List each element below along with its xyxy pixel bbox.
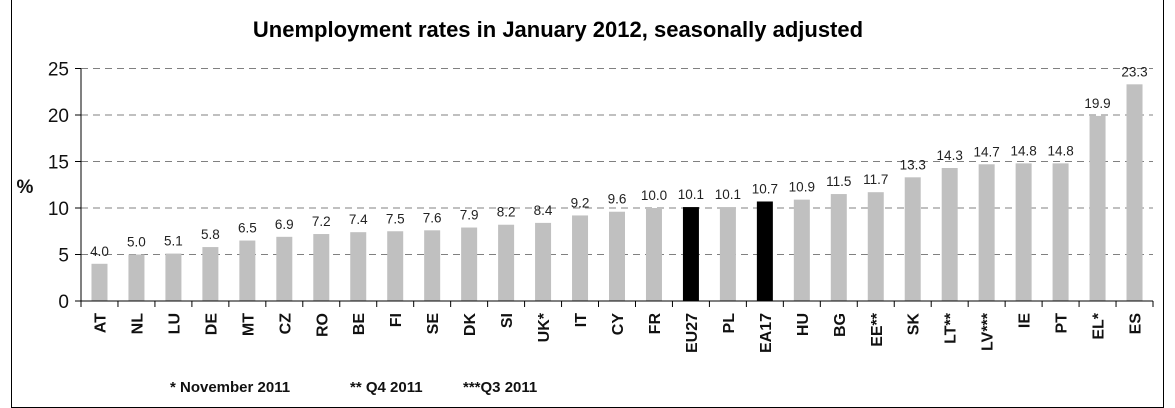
category-label: SK	[906, 313, 923, 336]
value-label: 14.8	[1010, 143, 1036, 158]
bar-ie	[1015, 163, 1032, 301]
value-label: 5.0	[127, 235, 146, 250]
value-label: 7.9	[460, 208, 479, 223]
category-label: RO	[314, 313, 331, 337]
bar-mt	[239, 240, 256, 301]
category-label: EL*	[1091, 312, 1108, 339]
bar-lt	[941, 168, 958, 301]
bar-se	[424, 230, 441, 301]
category-label: HU	[795, 313, 812, 336]
bar-bg	[830, 194, 847, 301]
category-label: SE	[425, 313, 442, 335]
value-label: 7.6	[423, 210, 442, 225]
category-label: LT**	[943, 312, 960, 344]
bar-pt	[1052, 163, 1069, 301]
category-label: CY	[610, 313, 627, 336]
bar-ro	[313, 234, 330, 301]
value-label: 13.3	[900, 157, 926, 172]
value-label: 5.1	[164, 234, 183, 249]
category-label: BG	[832, 313, 849, 337]
category-label: IE	[1017, 313, 1034, 328]
y-axis-label: %	[17, 177, 34, 198]
bar-lu	[165, 253, 182, 301]
y-tick-label: 15	[48, 153, 69, 174]
category-label: CZ	[277, 313, 294, 335]
bar-be	[350, 232, 367, 301]
category-label: LU	[166, 313, 183, 334]
bar-lv	[978, 164, 995, 301]
category-label: FI	[388, 313, 405, 327]
footnote-1: * November 2011	[170, 379, 290, 396]
value-label: 4.0	[90, 244, 109, 259]
value-label: 10.1	[678, 187, 704, 202]
value-label: 11.5	[826, 174, 851, 189]
category-label: DK	[462, 313, 479, 337]
value-label: 7.4	[349, 212, 368, 227]
footnote-3: ***Q3 2011	[463, 379, 537, 396]
bar-eu27	[682, 207, 699, 301]
bar-cy	[609, 211, 625, 301]
bar-cz	[276, 236, 293, 301]
category-label: NL	[129, 313, 146, 335]
bar-it	[572, 215, 589, 301]
value-label: 6.5	[238, 221, 257, 236]
category-label: EA17	[758, 313, 775, 353]
category-label: EE**	[869, 312, 886, 347]
y-tick-label: 0	[58, 292, 69, 313]
value-label: 5.8	[201, 227, 220, 242]
bar-hu	[793, 199, 810, 301]
category-label: PT	[1054, 313, 1071, 334]
category-label: IT	[573, 313, 590, 327]
chart-title: Unemployment rates in January 2012, seas…	[253, 17, 863, 42]
value-label: 8.4	[534, 203, 553, 218]
value-label: 23.3	[1121, 64, 1147, 79]
category-label: MT	[240, 313, 257, 336]
category-label: LV***	[980, 312, 997, 351]
category-label: AT	[92, 313, 109, 333]
bar-fi	[387, 231, 404, 301]
bar-at	[91, 263, 108, 301]
value-label: 7.5	[386, 211, 405, 226]
value-label: 7.2	[312, 214, 331, 229]
category-label: UK*	[536, 312, 553, 342]
bar-nl	[128, 254, 145, 301]
y-tick-label: 5	[58, 246, 69, 267]
category-label: PL	[721, 313, 738, 334]
bar-fr	[645, 208, 662, 301]
footnote-2: ** Q4 2011	[350, 379, 423, 396]
value-label: 19.9	[1084, 96, 1110, 111]
bar-ea17	[756, 201, 773, 301]
bar-sk	[904, 177, 921, 301]
value-label: 9.6	[608, 192, 627, 207]
value-label: 14.3	[937, 148, 963, 163]
value-label: 10.9	[789, 180, 815, 195]
category-label: ES	[1128, 313, 1145, 335]
value-label: 14.8	[1047, 143, 1073, 158]
value-label: 8.2	[497, 205, 516, 220]
category-label: EU27	[684, 313, 701, 353]
category-label: DE	[203, 313, 220, 336]
bar-pl	[719, 207, 736, 301]
value-label: 11.7	[863, 172, 888, 187]
bar-el	[1089, 115, 1106, 302]
bar-de	[202, 247, 219, 301]
value-label: 10.1	[715, 187, 741, 202]
bar-uk	[535, 222, 552, 301]
value-label: 10.0	[641, 188, 667, 203]
bar-si	[498, 224, 515, 301]
category-label: BE	[351, 313, 368, 336]
category-label: FR	[647, 313, 664, 335]
bar-es	[1126, 84, 1143, 301]
y-tick-label: 25	[48, 60, 69, 81]
value-label: 10.7	[752, 181, 778, 196]
bar-ee	[867, 192, 884, 301]
value-label: 14.7	[974, 144, 1000, 159]
value-label: 9.2	[571, 195, 590, 210]
y-tick-label: 10	[48, 199, 69, 220]
y-tick-label: 20	[48, 106, 69, 127]
bar-dk	[461, 227, 478, 301]
value-label: 6.9	[275, 217, 294, 232]
category-label: SI	[499, 313, 516, 328]
